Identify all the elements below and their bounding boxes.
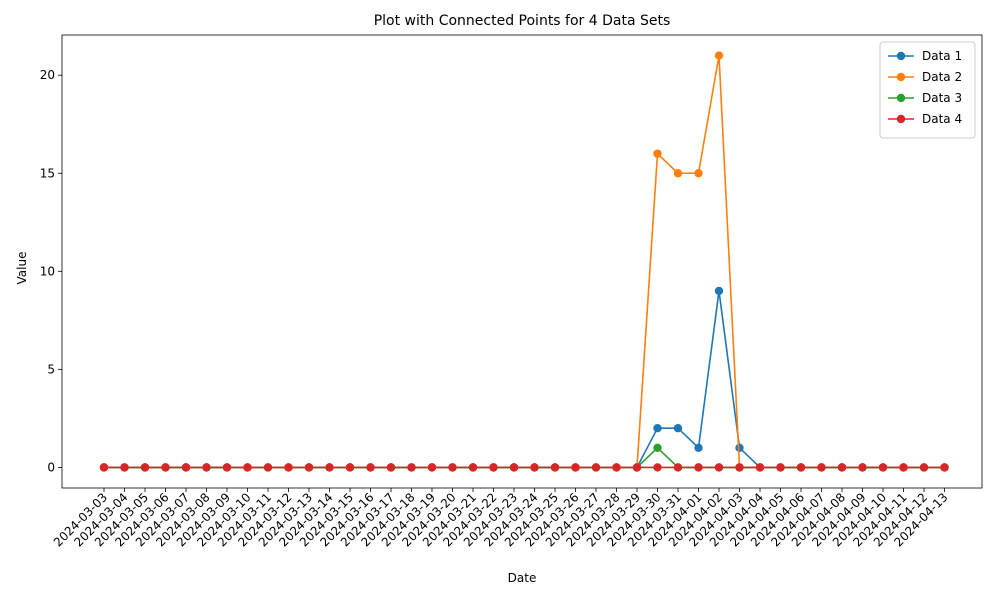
legend-marker <box>896 72 906 82</box>
data-point <box>653 149 662 158</box>
data-point <box>284 463 293 472</box>
data-point <box>181 463 191 472</box>
data-point <box>612 463 621 472</box>
data-point <box>878 463 888 472</box>
data-point <box>161 463 170 472</box>
data-point <box>304 463 314 472</box>
data-point <box>694 169 703 178</box>
data-point <box>673 169 683 178</box>
legend-marker <box>896 51 906 61</box>
data-point <box>694 463 703 472</box>
y-axis-label: Value <box>15 252 29 285</box>
data-point <box>899 463 908 472</box>
y-tick-label: 20 <box>40 68 55 82</box>
plot-area: 051015202024-03-032024-03-042024-03-0520… <box>40 34 983 549</box>
data-point <box>735 463 744 472</box>
series-line <box>104 54 945 469</box>
data-point <box>653 463 662 472</box>
data-point <box>325 463 334 472</box>
legend-marker <box>896 114 906 124</box>
data-point <box>345 463 355 472</box>
data-point <box>755 463 765 472</box>
x-axis-label: Date <box>508 571 537 585</box>
data-point <box>99 463 109 472</box>
legend-item: Data 4 <box>888 112 962 126</box>
data-point <box>140 463 150 472</box>
data-point <box>919 463 929 472</box>
series-4 <box>99 463 949 472</box>
legend-item: Data 2 <box>888 70 962 84</box>
series-2 <box>99 51 949 472</box>
data-point <box>673 423 683 433</box>
legend-label: Data 1 <box>922 49 962 63</box>
data-point <box>120 463 129 472</box>
data-point <box>489 463 498 472</box>
data-point <box>714 286 724 296</box>
data-point <box>571 463 580 472</box>
data-point <box>263 463 273 472</box>
series-line <box>104 290 945 469</box>
y-tick-label: 10 <box>40 264 55 278</box>
data-point <box>632 463 642 472</box>
legend-box <box>879 41 976 139</box>
data-point <box>366 463 375 472</box>
data-point <box>222 463 232 472</box>
data-point <box>427 463 437 472</box>
data-point <box>673 463 683 472</box>
data-point <box>776 463 785 472</box>
data-point <box>837 463 847 472</box>
data-point <box>858 463 867 472</box>
legend-label: Data 4 <box>922 112 962 126</box>
y-tick-label: 0 <box>47 460 55 474</box>
legend-item: Data 1 <box>888 49 962 63</box>
data-point <box>202 463 211 472</box>
data-point <box>940 463 949 472</box>
legend-marker <box>896 93 906 103</box>
data-point <box>653 423 662 433</box>
data-point <box>694 443 703 452</box>
data-point <box>591 463 601 472</box>
data-point <box>509 463 519 472</box>
data-point <box>714 463 724 472</box>
data-point <box>550 463 560 472</box>
series-line <box>104 446 945 469</box>
legend-item: Data 3 <box>888 91 962 105</box>
y-tick-label: 15 <box>40 166 55 180</box>
y-tick-label: 5 <box>47 362 55 376</box>
data-point <box>243 463 252 472</box>
data-point <box>468 463 478 472</box>
chart-title: Plot with Connected Points for 4 Data Se… <box>374 13 671 29</box>
data-point <box>817 463 826 472</box>
legend-label: Data 3 <box>922 91 962 105</box>
legend: Data 1 Data 2 Data 3 Data 4 <box>879 41 976 139</box>
data-point <box>530 463 539 472</box>
legend-label: Data 2 <box>922 70 962 84</box>
data-point <box>407 463 416 472</box>
data-point <box>448 463 457 472</box>
data-point <box>735 443 744 452</box>
axes-frame <box>61 34 983 489</box>
data-point <box>386 463 396 472</box>
data-point <box>714 51 724 60</box>
data-point <box>796 463 806 472</box>
data-point <box>653 443 662 452</box>
series-1 <box>99 286 949 472</box>
